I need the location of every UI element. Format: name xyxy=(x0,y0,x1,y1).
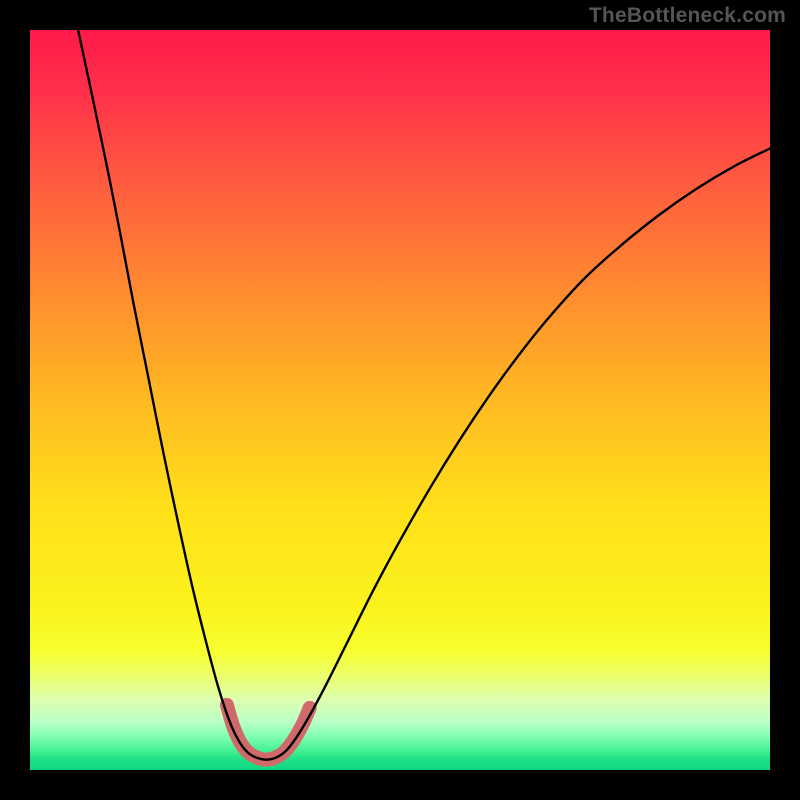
watermark-text: TheBottleneck.com xyxy=(589,4,786,28)
frame: TheBottleneck.com xyxy=(0,0,800,800)
chart-area xyxy=(30,30,770,770)
gradient-background xyxy=(30,30,770,770)
bottleneck-chart xyxy=(30,30,770,770)
